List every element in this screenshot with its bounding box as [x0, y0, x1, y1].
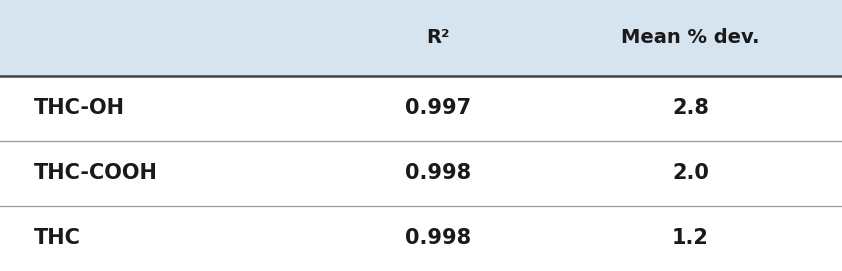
Text: THC-COOH: THC-COOH — [34, 163, 157, 183]
Bar — [0, 0, 842, 76]
Text: 2.8: 2.8 — [672, 98, 709, 118]
Text: Mean % dev.: Mean % dev. — [621, 28, 759, 47]
Text: THC-OH: THC-OH — [34, 98, 125, 118]
Text: 2.0: 2.0 — [672, 163, 709, 183]
Text: THC: THC — [34, 228, 81, 249]
Text: 1.2: 1.2 — [672, 228, 709, 249]
Text: 0.998: 0.998 — [405, 163, 471, 183]
Text: 0.997: 0.997 — [405, 98, 471, 118]
Text: 0.998: 0.998 — [405, 228, 471, 249]
Text: R²: R² — [426, 28, 450, 47]
